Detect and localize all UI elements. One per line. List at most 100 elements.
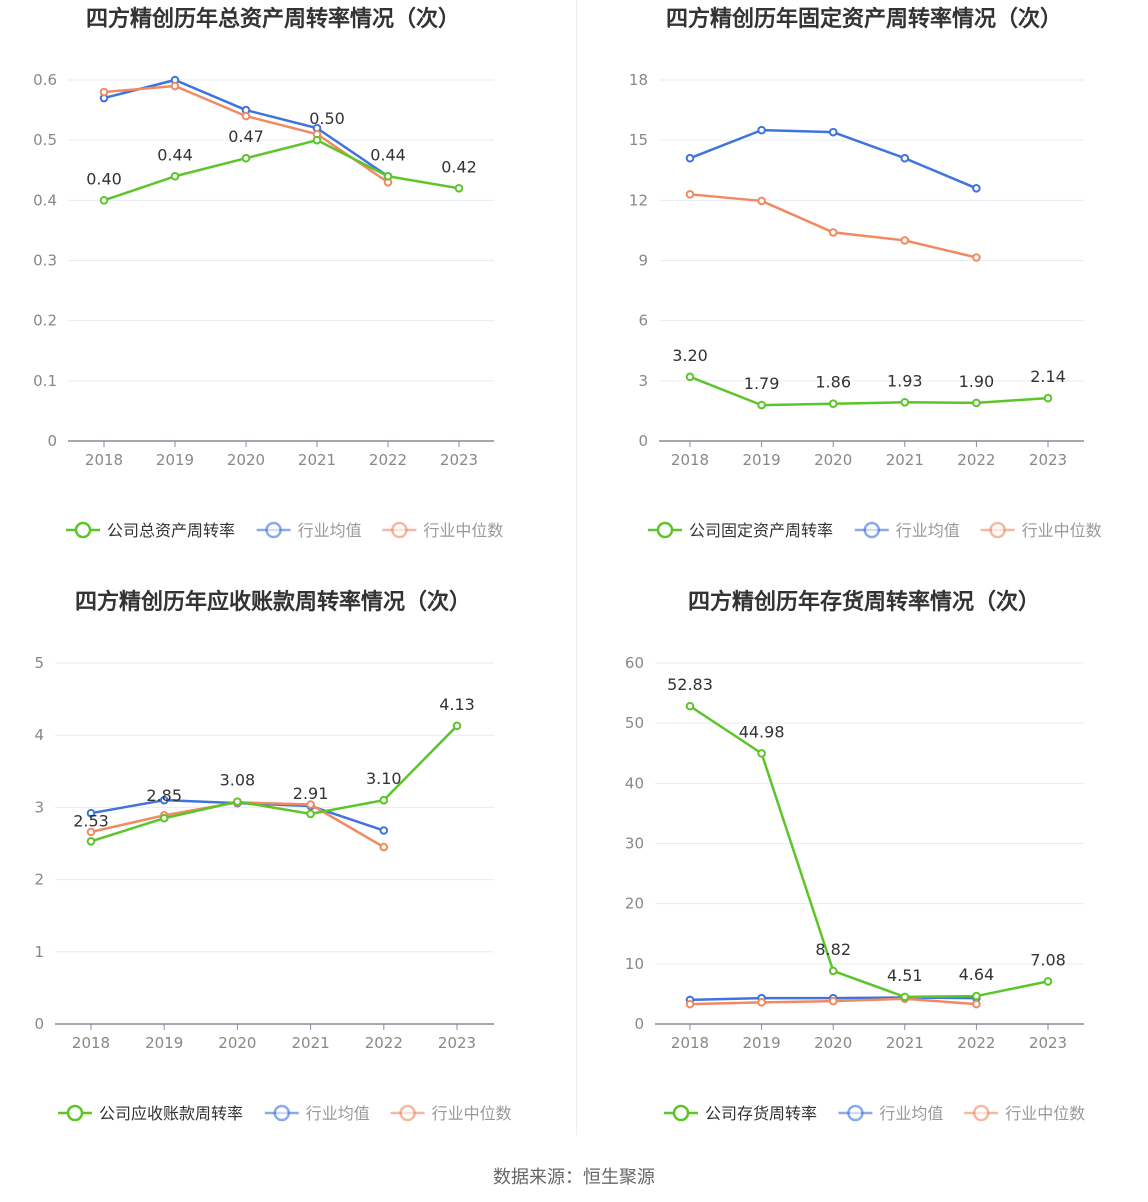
legend-company: 公司存货周转率 (664, 1104, 817, 1123)
x-tick-label: 2022 (957, 1034, 995, 1052)
y-tick-label: 60 (625, 654, 644, 672)
data-point-company (900, 992, 910, 1002)
series-line-average (689, 128, 977, 190)
chart-receivables-turnover: 四方精创历年应收账款周转率情况（次） 0 1 2 3 4 5 2018 2019 2020 2021… (34, 589, 512, 1123)
x-tick-label: 2020 (227, 451, 265, 469)
data-point-average (685, 153, 695, 163)
legend-industry-average: 行业均值 (854, 521, 960, 540)
legend-marker (399, 1104, 416, 1122)
data-point-company (757, 749, 766, 758)
legend-label: 行业均值 (896, 521, 960, 540)
x-tick-label: 2018 (72, 1034, 110, 1052)
y-tick-label: 2 (34, 871, 44, 889)
chart-title: 四方精创历年总资产周转率情况（次） (86, 6, 460, 32)
data-point-median (241, 111, 251, 121)
data-point-company (757, 400, 766, 410)
data-point-company (233, 797, 242, 806)
x-tick-label: 2021 (292, 1034, 330, 1052)
data-point-average (900, 153, 910, 163)
data-point-average (86, 808, 96, 818)
y-tick-label: 20 (625, 895, 644, 913)
y-tick-label: 3 (34, 798, 44, 816)
legend-marker (74, 521, 92, 539)
x-tick-label: 2021 (298, 451, 336, 469)
data-point-average (828, 127, 838, 137)
data-label: 4.64 (959, 965, 995, 984)
y-tick-label: 3 (638, 372, 648, 390)
y-tick-label: 0 (47, 432, 57, 450)
x-tick-label: 2021 (886, 1034, 924, 1052)
x-tick-label: 2022 (365, 1034, 403, 1052)
chart-title: 四方精创历年存货周转率情况（次） (688, 589, 1040, 615)
series-line-company (689, 375, 1049, 407)
data-point-median (757, 998, 766, 1007)
y-tick-label: 6 (638, 312, 648, 330)
x-tick-label: 2023 (440, 451, 478, 469)
y-tick-label: 30 (625, 835, 644, 853)
data-point-average (379, 826, 389, 835)
x-tick-label: 2022 (369, 451, 407, 469)
data-source-note: 数据来源：恒生聚源 (493, 1167, 655, 1188)
data-point-median (828, 228, 838, 237)
data-label: 44.98 (739, 722, 785, 741)
y-tick-label: 0.2 (33, 312, 57, 330)
data-label: 2.53 (73, 811, 109, 830)
legend-label: 行业中位数 (1005, 1104, 1085, 1123)
data-label: 7.08 (1030, 950, 1066, 969)
data-label: 0.42 (441, 157, 477, 176)
y-tick-label: 10 (625, 955, 644, 973)
data-point-company (972, 398, 981, 408)
x-tick-label: 2019 (743, 1034, 781, 1052)
y-tick-label: 1 (34, 943, 44, 961)
data-point-company (828, 966, 838, 976)
legend-marker (265, 521, 282, 539)
data-label: 0.44 (370, 145, 406, 164)
data-label: 2.14 (1030, 367, 1066, 386)
x-tick-label: 2023 (1029, 451, 1067, 469)
x-tick-label: 2018 (671, 451, 709, 469)
data-point-median (170, 81, 180, 91)
legend-label: 行业中位数 (1022, 521, 1102, 540)
series-line-median (689, 193, 977, 259)
legend-label: 行业均值 (306, 1104, 370, 1123)
x-tick-label: 2018 (85, 451, 123, 469)
legend-label: 公司总资产周转率 (107, 521, 235, 540)
y-tick-label: 0 (34, 1015, 44, 1033)
x-tick-label: 2019 (145, 1034, 183, 1052)
legend-label: 行业均值 (879, 1104, 943, 1123)
data-label: 4.51 (887, 966, 923, 985)
data-label: 1.93 (887, 371, 923, 390)
data-label: 8.82 (815, 940, 851, 959)
data-label: 2.91 (293, 784, 329, 803)
y-tick-label: 15 (629, 131, 648, 149)
y-tick-label: 4 (34, 726, 44, 744)
legend-label: 行业中位数 (432, 1104, 512, 1123)
y-tick-label: 5 (34, 654, 44, 672)
legend-marker (656, 521, 674, 539)
legend-industry-median: 行业中位数 (390, 1104, 512, 1123)
chart-panel-inventory-turnover: 四方精创历年存货周转率情况（次） 0 10 20 30 40 50 60 2018 2019 202… (574, 583, 1148, 1166)
data-point-company (99, 196, 109, 205)
data-point-company (1043, 393, 1053, 403)
legend-company: 公司固定资产周转率 (648, 521, 833, 540)
y-tick-label: 0.1 (33, 372, 57, 390)
data-label: 3.08 (220, 771, 256, 790)
y-tick-label: 0.5 (33, 131, 57, 149)
data-label: 1.79 (744, 374, 780, 393)
data-point-company (828, 399, 838, 408)
data-point-average (159, 795, 169, 805)
y-tick-label: 40 (625, 774, 644, 792)
data-point-company (972, 991, 981, 1001)
x-tick-label: 2022 (957, 451, 995, 469)
data-point-median (685, 999, 695, 1009)
legend-marker (66, 1104, 84, 1122)
data-point-average (972, 184, 981, 193)
y-tick-label: 50 (625, 714, 644, 732)
data-label: 1.86 (815, 373, 851, 392)
data-label: 0.44 (157, 145, 193, 164)
data-point-company (306, 809, 315, 819)
data-label: 1.90 (959, 372, 995, 391)
data-point-company (312, 135, 322, 145)
x-tick-label: 2023 (438, 1034, 476, 1052)
legend-marker (391, 521, 408, 539)
